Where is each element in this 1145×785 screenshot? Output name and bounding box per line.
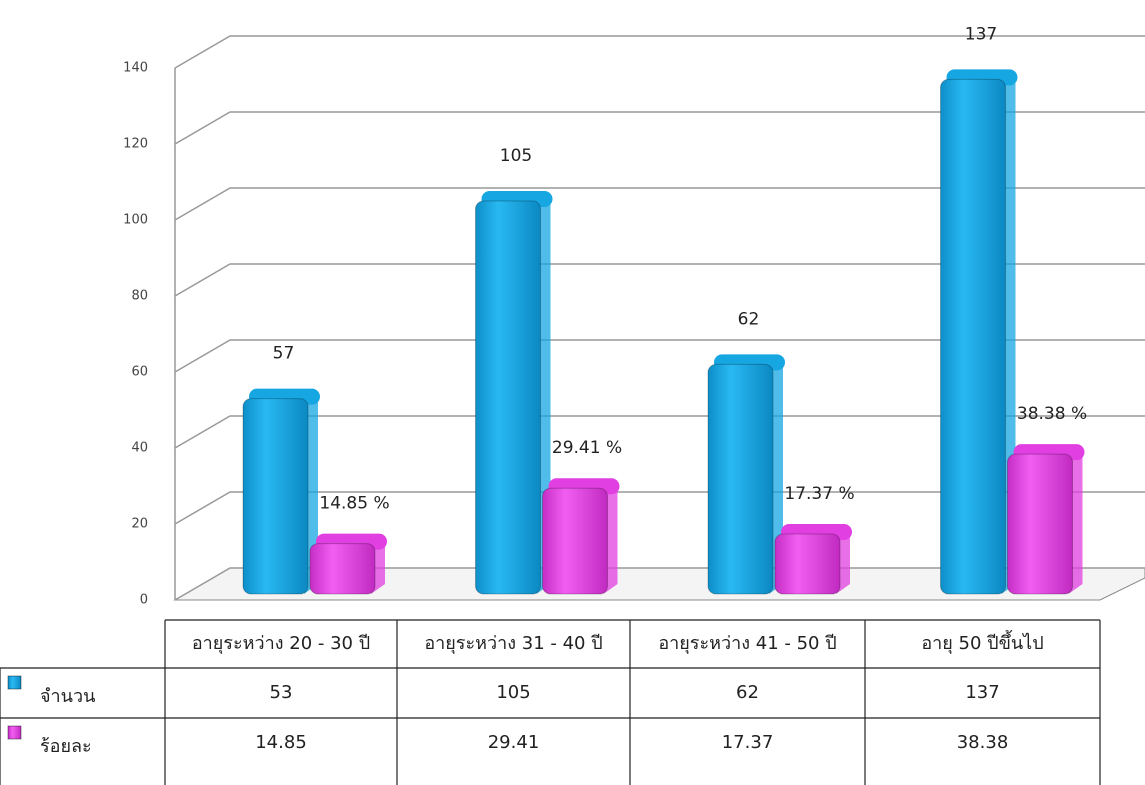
data-label: 38.38 % [1017, 404, 1087, 424]
data-label: 57 [273, 344, 295, 364]
data-label: 29.41 % [552, 438, 622, 458]
table-cell: 53 [270, 682, 293, 703]
x-tick-label: อายุระหว่าง 31 - 40 ปี [424, 633, 602, 654]
bar [309, 543, 376, 595]
bar [1007, 453, 1073, 595]
data-label: 14.85 % [319, 494, 389, 514]
table-cell: 105 [496, 682, 530, 703]
bar [475, 200, 541, 595]
grid-line [174, 491, 1145, 525]
table-cell: 137 [965, 682, 999, 703]
x-tick-label: อายุ 50 ปีขึ้นไป [921, 630, 1043, 654]
y-tick-label: 80 [131, 289, 148, 304]
x-tick-label: อายุระหว่าง 20 - 30 ปี [192, 633, 370, 654]
x-tick-label: อายุระหว่าง 41 - 50 ปี [658, 633, 836, 654]
table-cell: 38.38 [957, 732, 1009, 753]
y-tick-label: 60 [131, 365, 148, 380]
table-cell: 62 [736, 682, 759, 703]
bar [940, 78, 1006, 595]
legend-label: ร้อยละ [40, 736, 92, 757]
y-tick-label: 0 [140, 593, 148, 608]
y-tick-label: 100 [123, 213, 148, 228]
legend-swatch [7, 725, 22, 740]
legend-swatch [7, 675, 22, 690]
data-label: 17.37 % [784, 484, 854, 504]
legend-label: จำนวน [40, 686, 95, 707]
data-label: 62 [738, 309, 760, 329]
grid-line [174, 339, 1145, 373]
table-cell: 14.85 [255, 732, 307, 753]
bar [542, 487, 608, 595]
grid-line [174, 187, 1145, 221]
data-label: 105 [500, 146, 532, 166]
bar [707, 363, 774, 595]
table-cell: 29.41 [488, 732, 540, 753]
y-tick-label: 120 [123, 137, 148, 152]
y-tick-label: 40 [131, 441, 148, 456]
y-tick-label: 20 [131, 517, 148, 532]
bar [774, 533, 841, 595]
data-label: 137 [965, 24, 997, 44]
table-cell: 17.37 [722, 732, 774, 753]
grid-line [174, 263, 1145, 297]
bar [242, 398, 309, 595]
y-tick-label: 140 [123, 61, 148, 76]
grid-line [174, 415, 1145, 449]
grid-line [174, 111, 1145, 145]
grid-line [174, 35, 1145, 69]
